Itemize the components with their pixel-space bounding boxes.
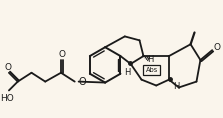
Text: HO: HO (0, 94, 14, 103)
Text: Abs: Abs (146, 67, 158, 73)
Text: H: H (125, 68, 131, 77)
Text: H: H (147, 55, 153, 64)
Text: H: H (173, 82, 179, 91)
Text: O: O (214, 43, 221, 52)
Text: O: O (79, 77, 86, 87)
Text: O: O (58, 50, 65, 59)
Bar (143, 65, 161, 75)
Text: O: O (4, 63, 11, 72)
